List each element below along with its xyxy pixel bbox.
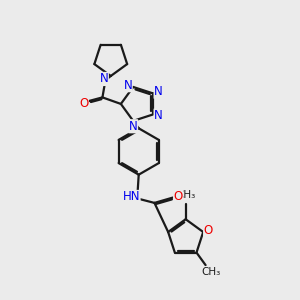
Text: N: N [124,79,132,92]
Text: O: O [204,224,213,237]
Text: N: N [100,73,108,85]
Text: CH₃: CH₃ [176,190,195,200]
Text: N: N [154,109,163,122]
Text: O: O [174,190,183,202]
Text: N: N [129,120,138,133]
Text: O: O [79,97,88,110]
Text: HN: HN [122,190,140,203]
Text: N: N [154,85,163,98]
Text: CH₃: CH₃ [201,267,220,277]
